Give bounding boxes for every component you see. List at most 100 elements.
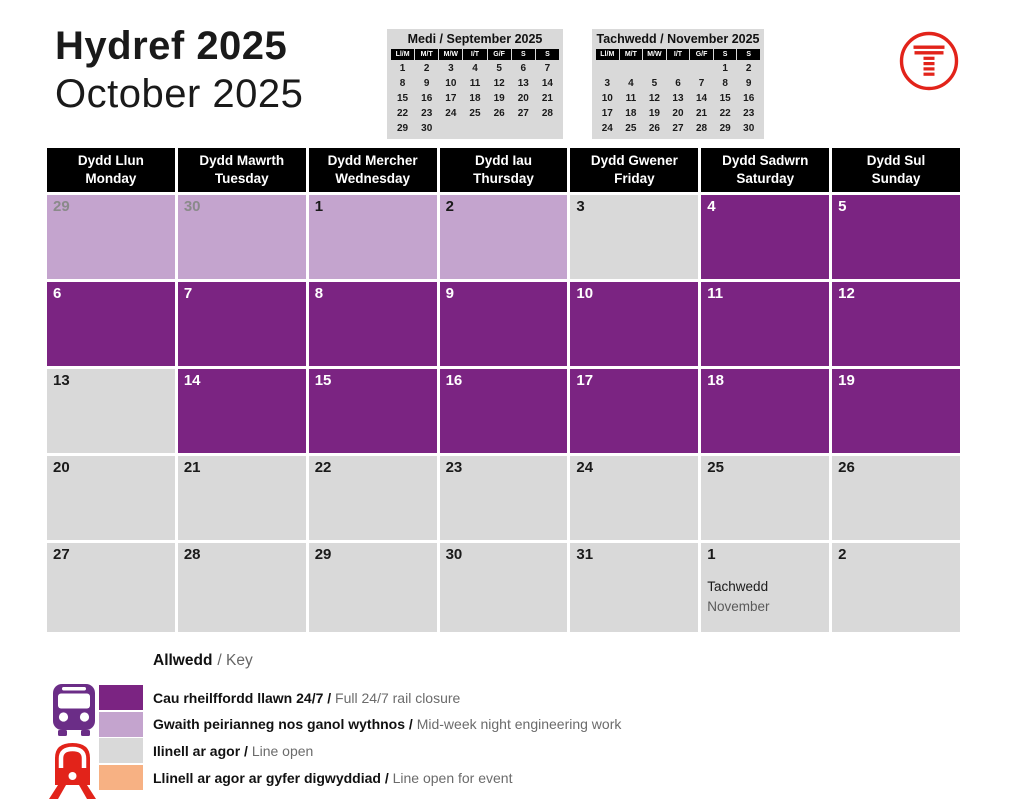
mini-day-cell: 13 [672,93,684,104]
day-cell-open: 23 [439,456,568,540]
calendar-day-header: Dydd Sadwrn Saturday [701,148,830,192]
day-number: 25 [707,459,724,476]
mini-day-cell: 6 [675,78,681,89]
day-number: 19 [838,372,855,389]
mini-day-cell: 21 [696,108,708,119]
mini-day-header: G/F [690,49,713,60]
mini-day-cell [667,61,690,75]
mini-day-cell: 15 [719,93,731,104]
legend-label-welsh: Llinell ar agor ar gyfer digwyddiad / [153,769,393,786]
page-title-english: October 2025 [55,72,304,116]
mini-day-cell: 11 [625,93,637,104]
day-number: 24 [576,459,594,476]
mini-day-header: M/W [643,49,666,60]
legend-title: Allwedd / Key [153,652,253,670]
legend-title-welsh: Allwedd [153,652,213,669]
month-note-english: November [707,599,770,615]
day-cell-closure: 5 [832,195,960,279]
mini-day-cell: 3 [604,78,611,89]
mini-day-cell [512,121,535,135]
mini-day-header: G/F [487,49,511,60]
mini-day-cell: 19 [648,108,660,119]
mini-day-cell: 27 [672,123,684,134]
mini-day-header: M/T [619,49,643,60]
day-cell-open: 27 [47,543,175,632]
day-number: 12 [838,285,855,302]
mini-day-cell: 18 [469,93,481,104]
day-cell-closure: 9 [439,282,568,366]
mini-day-cell: 13 [517,78,529,89]
mini-calendar-september: Medi / September 2025 Ll/M M/T M/W I/T G/F S S… [387,29,563,139]
month-note-welsh: Tachwedd [707,579,769,594]
mini-calendar-november: Tachwedd / November 2025 Ll/M M/T M/W I/T G/… [592,29,764,139]
day-number: 17 [576,372,594,389]
day-cell-open: 20 [47,456,175,540]
day-cell-closure: 19 [832,369,960,453]
month-note: Tachwedd November [707,577,825,618]
mini-day-cell: 16 [421,93,433,104]
day-cell-closure: 12 [832,282,960,366]
mini-day-cell: 21 [541,93,553,104]
mini-day-cell: 30 [743,123,755,134]
mini-day-cell: 6 [520,63,527,74]
day-number: 31 [576,546,594,563]
day-cell-closure: 8 [308,282,437,366]
day-header-welsh: Dydd Mawrth [199,153,285,169]
mini-day-header: I/T [463,49,487,60]
calendar-day-header: Dydd Iau Thursday [439,148,568,192]
day-header-welsh: Dydd Iau [474,153,532,169]
mini-day-header: M/W [439,49,463,60]
mini-day-cell: 19 [493,93,505,104]
day-cell-open: 30 [439,543,568,632]
day-number: 29 [314,546,332,563]
mini-day-cell: 3 [448,63,454,74]
calendar-day-header: Dydd Gwener Friday [570,148,699,192]
mini-day-header: Ll/M [596,49,619,60]
day-cell-open: 25 [701,456,830,540]
legend-label: Gwaith peirianneg nos ganol wythnos / Mi… [153,716,621,732]
mini-day-cell: 5 [496,63,502,74]
legend-label-english: Line open for event [392,769,513,786]
mini-day-header: M/T [415,49,439,60]
mini-day-header: S [511,49,535,60]
legend-swatch-engineering [99,711,143,737]
mini-day-cell: 1 [399,63,406,74]
mini-day-cell: 2 [423,63,430,74]
mini-day-cell: 7 [698,78,705,89]
mini-day-cell: 26 [493,108,505,119]
legend-row: Llinell ar agor ar gyfer digwyddiad / Li… [99,765,621,791]
day-cell-engineering: 30 [177,195,306,279]
day-number: 21 [183,459,201,476]
mini-day-cell: 24 [445,108,457,119]
day-header-welsh: Dydd Llun [77,153,144,169]
mini-day-cell [643,61,666,75]
mini-day-cell: 10 [601,93,613,104]
legend-label: Llinell ar agor ar gyfer digwyddiad / Li… [153,770,512,786]
day-cell-closure: 4 [701,195,830,279]
mini-day-cell: 9 [423,78,430,89]
legend-swatch-event [99,765,143,791]
day-number: 26 [838,459,855,476]
mini-day-cell: 23 [421,108,433,119]
day-number: 22 [314,459,332,476]
mini-day-cell [488,121,511,135]
day-cell-open: 13 [47,369,175,453]
day-cell-closure: 10 [570,282,699,366]
mini-day-cell: 17 [601,108,613,119]
mini-day-cell: 22 [397,108,409,119]
mini-calendar-september-title: Medi / September 2025 [407,32,543,46]
day-number: 11 [707,285,724,302]
mini-day-cell: 22 [719,108,731,119]
mini-day-cell [620,61,643,75]
day-cell-closure: 7 [177,282,306,366]
tfw-logo-icon [899,31,959,91]
day-number: 1 [314,198,324,215]
mini-day-cell: 9 [745,78,752,89]
day-cell-closure: 11 [701,282,830,366]
mini-day-header: Ll/M [391,49,415,60]
legend-label: Cau rheilffordd llawn 24/7 / Full 24/7 r… [153,690,460,706]
mini-calendar-november-grid: Ll/M M/T M/W I/T G/F S S 1 2 3 4 5 6 7 8 9 10 11 12 13 14 15 1… [594,49,762,135]
day-number: 30 [183,198,201,215]
legend-label: Ilinell ar agor / Line open [153,743,313,759]
mini-day-cell: 23 [743,108,755,119]
